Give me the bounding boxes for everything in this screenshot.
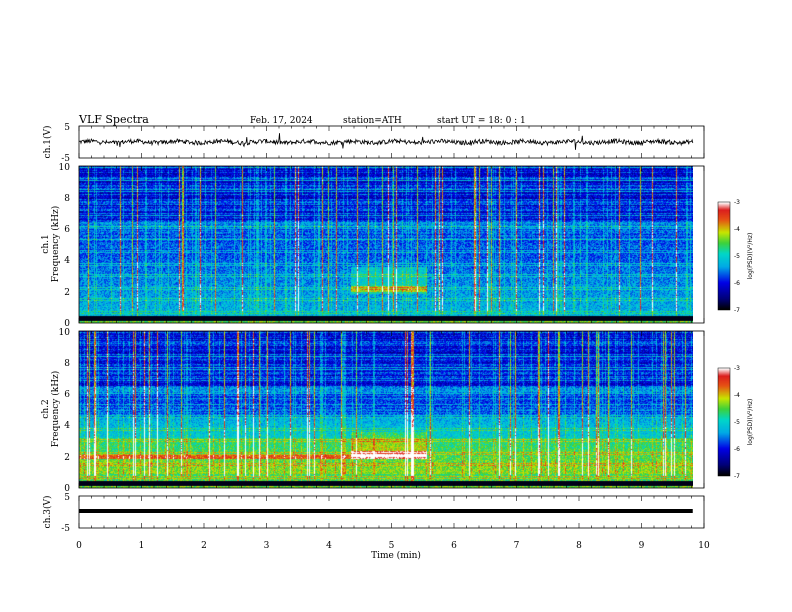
ch1-ytick-neg5: -5: [61, 154, 70, 164]
ch1-ytick-label-0: 0: [64, 319, 70, 329]
ch2-colorbar-frame: [717, 367, 731, 477]
time-tick-label-8: 8: [576, 541, 582, 551]
ch1-colorbar-frame: [717, 201, 731, 311]
ch2-spectrogram-ylabel: Frequency (kHz): [50, 371, 61, 448]
time-axis-tick-labels: 0 1 2 3 4 5 6 7 8 9 10: [76, 541, 710, 551]
time-tick-label-4: 4: [326, 541, 332, 551]
ch1-spectrogram-channel-label: ch.1: [41, 234, 51, 253]
time-tick-label-7: 7: [514, 541, 520, 551]
ch1-waveform-xticks: [78, 126, 705, 158]
ch1-spectrogram-image: [79, 166, 693, 323]
ch2-cbar-tick-neg6: -6: [734, 446, 740, 453]
ch1-spectrogram-yticks: 0 2 4 6 8 10: [59, 163, 71, 329]
ch1-ytick-label-10: 10: [59, 163, 71, 173]
ch1-spectrogram-panel: 0 2 4 6 8 10 ch.1 Frequency (kHz): [41, 163, 705, 329]
ch1-ytick-5: 5: [64, 123, 70, 133]
ch2-spectrogram-image: [79, 331, 693, 488]
ch2-cbar-tick-neg4: -4: [734, 392, 740, 399]
ch2-colorbar: -3 -4 -5 -6 -7 log(PSD)(V²/Hz): [717, 365, 754, 480]
ch3-waveform-line: [79, 509, 693, 513]
ch3-waveform-xticks: [78, 496, 705, 528]
time-tick-label-6: 6: [451, 541, 457, 551]
date-label: Feb. 17, 2024: [250, 116, 313, 126]
ch1-cbar-tick-neg6: -6: [734, 280, 740, 287]
time-tick-label-0: 0: [76, 541, 82, 551]
ch1-spectrogram-ylabel: Frequency (kHz): [50, 206, 61, 283]
ch1-waveform-line: [79, 133, 694, 150]
time-tick-label-3: 3: [264, 541, 270, 551]
ch1-ytick-label-8: 8: [64, 194, 70, 204]
ch1-waveform-ylabel: ch.1(V): [42, 126, 53, 159]
ch3-ytick-neg5: -5: [61, 524, 70, 534]
ch3-waveform-ylabel: ch.3(V): [42, 496, 53, 529]
ch2-ytick-label-10: 10: [59, 328, 71, 338]
ch2-ytick-label-6: 6: [64, 390, 70, 400]
ch2-ytick-label-2: 2: [64, 453, 70, 463]
ch2-colorbar-gradient: [718, 368, 730, 476]
ch1-colorbar-label: log(PSD)(V²/Hz): [747, 233, 754, 280]
station-label: station=ATH: [343, 116, 402, 126]
ch2-cbar-tick-neg5: -5: [734, 419, 740, 426]
ch1-cbar-tick-neg4: -4: [734, 226, 740, 233]
ch2-spectrogram-channel-label: ch.2: [41, 399, 51, 418]
time-tick-label-1: 1: [139, 541, 145, 551]
ch2-spectrogram-panel: 0 2 4 6 8 10 ch.2 Frequency (kHz): [41, 328, 705, 494]
ch1-waveform-panel: 5 -5 ch.1(V): [42, 123, 705, 164]
ch1-colorbar: -3 -4 -5 -6 -7 log(PSD)(V²/Hz): [717, 199, 754, 314]
ch1-colorbar-gradient: [718, 202, 730, 310]
time-tick-label-9: 9: [639, 541, 645, 551]
ch1-ytick-label-2: 2: [64, 288, 70, 298]
ch3-ytick-5: 5: [64, 493, 70, 503]
time-axis-label: Time (min): [371, 550, 421, 561]
ch1-ytick-label-6: 6: [64, 225, 70, 235]
time-tick-label-10: 10: [698, 541, 710, 551]
time-tick-label-2: 2: [201, 541, 207, 551]
start-ut-label: start UT = 18: 0 : 1: [437, 116, 526, 126]
ch1-cbar-tick-neg3: -3: [734, 199, 740, 206]
ch3-waveform-panel: 5 -5 ch.3(V): [42, 493, 705, 534]
ch2-spectrogram-yticks: 0 2 4 6 8 10: [59, 328, 71, 494]
ch1-spectrogram-xticks: [78, 166, 705, 323]
ch2-ytick-label-4: 4: [64, 421, 70, 431]
ch2-cbar-tick-neg7: -7: [734, 473, 740, 480]
ch1-ytick-label-4: 4: [64, 256, 70, 266]
time-tick-label-5: 5: [389, 541, 395, 551]
ch1-cbar-tick-neg5: -5: [734, 253, 740, 260]
ch2-spectrogram-xticks: [78, 331, 705, 488]
figure-title: VLF Spectra: [78, 113, 149, 126]
ch1-cbar-tick-neg7: -7: [734, 307, 740, 314]
ch2-ytick-label-8: 8: [64, 359, 70, 369]
ch2-cbar-tick-neg3: -3: [734, 365, 740, 372]
ch2-colorbar-label: log(PSD)(V²/Hz): [747, 399, 754, 446]
ch2-ytick-label-0: 0: [64, 484, 70, 494]
